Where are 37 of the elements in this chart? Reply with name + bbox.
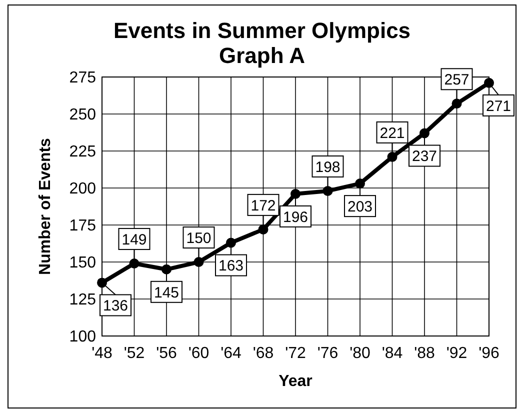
x-tick-label: '92 bbox=[446, 345, 468, 362]
x-tick-label: '52 bbox=[124, 345, 145, 362]
data-label: 196 bbox=[282, 208, 308, 226]
data-label: 172 bbox=[250, 197, 276, 214]
x-tick-label: '80 bbox=[350, 345, 371, 362]
x-tick-label: '68 bbox=[252, 345, 274, 362]
x-tick-label: '72 bbox=[285, 345, 306, 362]
y-tick-label: 250 bbox=[69, 106, 96, 124]
x-tick-label: '64 bbox=[220, 345, 242, 362]
y-tick-label: 275 bbox=[69, 70, 96, 87]
y-tick-label: 125 bbox=[69, 292, 96, 309]
data-label: 149 bbox=[122, 231, 147, 248]
x-tick-label: '56 bbox=[156, 345, 178, 362]
chart-title: Events in Summer Olympics Graph A bbox=[113, 18, 411, 68]
data-label: 221 bbox=[380, 124, 405, 142]
data-label: 237 bbox=[412, 148, 438, 166]
y-tick-label: 150 bbox=[69, 254, 96, 272]
data-label: 257 bbox=[444, 72, 470, 89]
data-label: 203 bbox=[347, 198, 373, 216]
x-tick-label: '84 bbox=[382, 345, 403, 362]
x-axis-title: Year bbox=[278, 373, 312, 390]
x-tick-label: '88 bbox=[414, 345, 436, 362]
y-tick-label: 225 bbox=[69, 144, 96, 161]
data-label: 198 bbox=[315, 158, 340, 176]
y-tick-label: 175 bbox=[69, 218, 96, 235]
x-tick-label: '48 bbox=[92, 345, 113, 362]
x-tick-label: '96 bbox=[478, 345, 500, 362]
y-axis-title: Number of Events bbox=[37, 138, 54, 275]
data-label: 145 bbox=[154, 284, 180, 302]
data-label: 136 bbox=[102, 298, 128, 315]
data-label: 271 bbox=[486, 98, 512, 115]
x-tick-label: '76 bbox=[317, 345, 338, 362]
data-label: 150 bbox=[186, 230, 212, 247]
x-tick-label: '60 bbox=[188, 345, 210, 362]
data-label: 163 bbox=[218, 258, 244, 275]
y-tick-label: 100 bbox=[69, 328, 96, 346]
y-tick-label: 200 bbox=[69, 180, 96, 198]
